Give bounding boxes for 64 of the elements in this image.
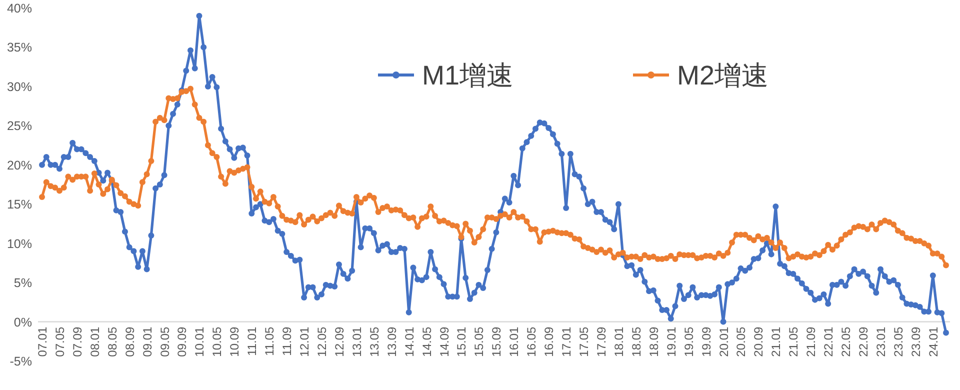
x-tick-label: 19.01	[664, 326, 678, 357]
x-tick-label: 14.09	[437, 326, 452, 357]
x-tick-label: 15.09	[490, 326, 504, 357]
x-tick-label: 16.01	[507, 326, 522, 357]
x-tick-label: 18.09	[646, 326, 661, 357]
x-tick-label: 15.05	[472, 326, 486, 357]
y-tick-label: 25%	[6, 119, 32, 134]
x-tick-label: 12.05	[315, 326, 329, 357]
x-tick-label: 07.01	[36, 326, 50, 357]
x-tick-label: 08.09	[122, 326, 137, 357]
x-tick-label: 08.01	[88, 326, 102, 357]
x-tick-label: 17.09	[594, 326, 608, 357]
x-tick-label: 20.05	[734, 326, 748, 357]
x-tick-label: 18.05	[629, 326, 644, 357]
x-tick-label: 13.05	[367, 326, 382, 357]
x-tick-label: 23.01	[874, 326, 888, 357]
x-tick-label: 07.05	[52, 326, 67, 357]
x-tick-label: 07.09	[70, 326, 84, 357]
x-tick-label: 08.05	[105, 326, 120, 357]
x-tick-label: 11.01	[245, 326, 260, 356]
x-tick-label: 21.05	[786, 326, 801, 357]
x-tick-label: 10.09	[228, 326, 242, 357]
x-tick-label: 10.05	[210, 326, 224, 357]
x-tick-label: 09.05	[158, 326, 172, 357]
x-tick-label: 22.09	[856, 326, 871, 357]
x-tick-label: 17.05	[577, 326, 592, 357]
x-tick-label: 10.01	[192, 326, 207, 357]
y-tick-label: 20%	[6, 158, 32, 172]
x-tick-label: 18.01	[612, 326, 626, 357]
x-tick-label: 19.05	[682, 326, 696, 357]
x-tick-label: 14.01	[402, 326, 416, 357]
x-tick-label: 23.05	[891, 326, 906, 357]
x-tick-label: 15.01	[454, 326, 469, 357]
x-tick-label: 24.01	[926, 326, 940, 357]
x-tick-label: 20.01	[716, 326, 731, 357]
x-tick-label: 11.09	[280, 326, 294, 356]
y-tick-label: 35%	[6, 40, 32, 55]
x-tick-label: 14.05	[420, 326, 434, 357]
x-tick-label: 16.09	[542, 326, 556, 357]
x-tick-label: 12.01	[298, 326, 312, 357]
x-tick-label: 17.01	[560, 326, 574, 357]
y-tick-label: 5%	[14, 276, 32, 290]
x-tick-label: 13.01	[350, 326, 364, 357]
y-tick-label: 30%	[6, 80, 32, 94]
y-tick-label: 0%	[14, 315, 32, 330]
x-tick-label: 13.09	[384, 326, 399, 357]
x-tick-label: 20.09	[752, 326, 766, 357]
x-tick-label: 22.05	[839, 326, 854, 357]
x-tick-label: 21.01	[769, 326, 784, 357]
y-tick-label: 40%	[6, 2, 32, 16]
y-tick-label: 15%	[6, 198, 32, 212]
x-tick-label: 09.09	[175, 326, 190, 357]
x-tick-label: 12.09	[332, 326, 346, 357]
y-tick-label: -5%	[10, 354, 32, 368]
legend-label: M2增速	[677, 60, 769, 90]
x-tick-label: 19.09	[699, 326, 714, 357]
y-tick-label: 10%	[6, 236, 32, 251]
legend-label: M1增速	[422, 60, 514, 90]
x-tick-label: 23.09	[908, 326, 923, 357]
x-tick-label: 11.05	[262, 326, 277, 356]
x-tick-label: 16.05	[524, 326, 539, 357]
x-tick-label: 21.09	[804, 326, 818, 357]
x-tick-label: 09.01	[140, 326, 154, 357]
x-tick-label: 22.01	[822, 326, 836, 357]
